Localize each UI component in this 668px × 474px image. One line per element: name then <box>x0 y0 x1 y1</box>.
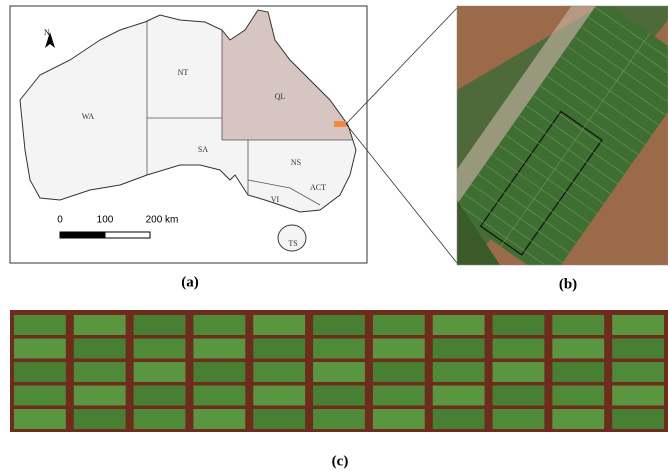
plot <box>552 339 604 359</box>
plot <box>193 315 245 335</box>
state-label: VI <box>271 195 280 204</box>
plot <box>134 409 186 429</box>
scale-label: 200 km <box>146 215 179 226</box>
plot <box>552 409 604 429</box>
plot <box>14 386 66 406</box>
plot <box>253 339 305 359</box>
plot <box>134 386 186 406</box>
plot <box>74 315 126 335</box>
state-label: WA <box>82 112 95 121</box>
plot <box>193 339 245 359</box>
plot <box>134 339 186 359</box>
plot <box>313 339 365 359</box>
north-label: N <box>44 28 50 37</box>
plot <box>134 362 186 382</box>
plot <box>193 409 245 429</box>
plot <box>253 315 305 335</box>
panel-caption: (c) <box>332 453 349 469</box>
plot <box>14 362 66 382</box>
plot <box>373 315 425 335</box>
plot <box>313 386 365 406</box>
plot <box>74 409 126 429</box>
plot <box>433 362 485 382</box>
state-label: NS <box>291 158 301 167</box>
plot <box>493 386 545 406</box>
plot <box>313 362 365 382</box>
figure: N WA NT QL SA NS VI ACT TS 0 100 200 km … <box>0 0 668 474</box>
plot-strip <box>10 310 668 432</box>
plot <box>433 386 485 406</box>
plot <box>74 362 126 382</box>
plot <box>612 409 664 429</box>
plot <box>14 315 66 335</box>
plot <box>74 386 126 406</box>
panel-caption: (b) <box>559 276 577 292</box>
state-label: SA <box>198 145 208 154</box>
plot <box>433 409 485 429</box>
plot <box>552 386 604 406</box>
map-panel: N WA NT QL SA NS VI ACT TS 0 100 200 km … <box>10 0 402 290</box>
plot <box>193 386 245 406</box>
plot <box>612 386 664 406</box>
state-label: QL <box>275 92 286 101</box>
plot <box>373 362 425 382</box>
plot <box>493 315 545 335</box>
plot <box>14 339 66 359</box>
site-marker <box>334 121 346 127</box>
plot <box>373 339 425 359</box>
plot <box>433 315 485 335</box>
state-label: NT <box>178 68 189 77</box>
plot <box>433 339 485 359</box>
plot <box>313 315 365 335</box>
plot <box>493 362 545 382</box>
plot <box>612 315 664 335</box>
state-label: TS <box>288 239 297 248</box>
panel-caption: (a) <box>181 274 199 290</box>
plot <box>493 409 545 429</box>
plot <box>14 409 66 429</box>
aerial-image <box>435 0 668 281</box>
plot <box>253 386 305 406</box>
plot <box>74 339 126 359</box>
plot <box>493 339 545 359</box>
plot <box>612 339 664 359</box>
plot <box>313 409 365 429</box>
plot <box>373 386 425 406</box>
plot <box>253 362 305 382</box>
scale-label: 0 <box>57 215 63 226</box>
plot <box>612 362 664 382</box>
plot <box>552 315 604 335</box>
plot <box>193 362 245 382</box>
plot <box>253 409 305 429</box>
plot <box>552 362 604 382</box>
plot <box>373 409 425 429</box>
plot <box>134 315 186 335</box>
state-label: ACT <box>310 183 326 192</box>
scale-label: 100 <box>97 215 114 226</box>
